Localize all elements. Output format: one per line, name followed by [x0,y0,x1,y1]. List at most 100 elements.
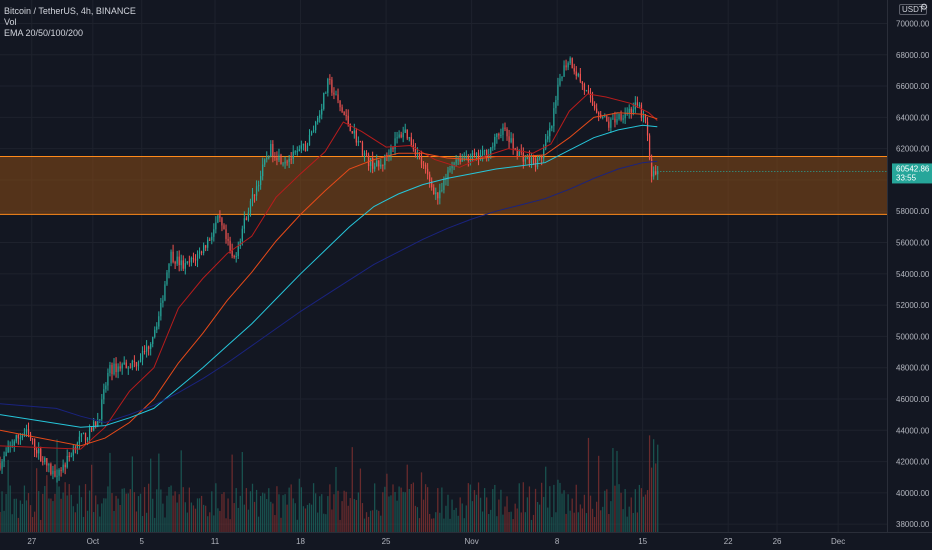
volume-bar [135,511,138,532]
time-tick-label: 26 [773,537,782,546]
volume-bar [614,485,616,532]
volume-bar [563,490,565,532]
volume-bar [166,495,168,532]
volume-bar [99,516,101,532]
price-tick-label: 56000.00 [896,239,930,248]
candle-body [141,350,144,360]
candle-body [325,92,327,94]
volume-bar [249,491,252,532]
volume-bar [551,517,553,532]
volume-bar [520,512,522,532]
volume-indicator-label[interactable]: Vol [4,17,17,27]
volume-bar [7,459,9,532]
candle-body [351,131,353,134]
volume-bar [477,482,480,532]
candle-body [296,151,298,153]
candle-body [101,399,103,420]
candle-body [618,113,620,119]
candle-body [589,92,592,98]
scale-options-icon[interactable]: ⚙ [920,2,929,12]
price-tick-label: 62000.00 [896,145,930,154]
volume-bar [426,487,429,532]
volume-bar [392,484,394,532]
candle-body [486,150,488,158]
volume-bar [56,439,58,532]
volume-bar [585,513,588,532]
volume-bar [233,503,235,532]
volume-bar [288,487,290,532]
volume-bar [198,498,201,532]
volume-bar [339,519,341,532]
candle-body [500,134,502,136]
volume-bar [648,435,651,532]
volume-bar [431,518,433,532]
candle-body [353,130,355,134]
candle-body [70,455,72,457]
candle-body [143,350,146,352]
volume-bar [188,487,191,532]
candle-body [359,140,362,143]
candle-body [40,448,42,462]
volume-bar [618,484,620,532]
volume-bar [52,501,54,532]
volume-bar [68,484,70,532]
volume-bar [439,512,441,532]
candle-body [465,157,467,159]
candle-body [553,108,555,127]
candle-body [331,79,333,93]
candle-body [345,115,347,117]
volume-bar [573,512,575,532]
volume-bar [270,501,272,532]
candle-body [323,92,325,109]
volume-bar [490,509,492,532]
volume-bar [44,486,46,532]
candle-body [180,260,182,266]
volume-bar [184,502,186,532]
candle-body [46,458,48,466]
candle-body [176,256,178,264]
volume-bar [404,492,406,532]
candle-body [508,136,510,143]
candle-body [56,475,58,477]
candle-body [158,316,160,327]
volume-bar [469,484,472,532]
volume-bar [131,456,133,532]
candle-body [455,159,457,164]
volume-bar [76,503,79,532]
volume-bar [133,492,136,532]
candle-body [534,158,537,168]
volume-bar [95,495,97,532]
candle-body [52,470,54,475]
candle-body [288,158,290,162]
volume-bar [237,507,239,532]
ema-indicator-label[interactable]: EMA 20/50/100/200 [4,28,84,38]
volume-bar [23,485,26,532]
candle-body [48,464,50,466]
candle-body [133,360,136,363]
volume-bar [200,495,203,532]
candle-body [306,145,309,152]
volume-bar [357,492,360,532]
candle-body [426,168,429,175]
volume-bar [317,512,319,532]
volume-bar [266,499,268,532]
candle-body [115,363,117,373]
candle-body [404,129,406,133]
candle-body [105,385,107,390]
symbol-title[interactable]: Bitcoin / TetherUS, 4h, BINANCE [4,6,136,16]
candle-body [549,128,551,137]
volume-bar [129,489,131,532]
volume-bar [642,496,645,532]
candle-body [374,166,376,169]
volume-bar [139,493,142,532]
volume-bar [372,510,374,532]
candle-body [650,159,653,177]
candle-body [168,263,170,273]
volume-bar [17,517,19,532]
currency-badge[interactable]: USDT [899,4,927,15]
volume-bar [54,493,56,532]
candle-body [257,184,260,187]
volume-bar [571,498,573,532]
time-axis[interactable]: 27 Oct 5 11 18 25 Nov 8 15 22 26 Dec [27,537,845,546]
